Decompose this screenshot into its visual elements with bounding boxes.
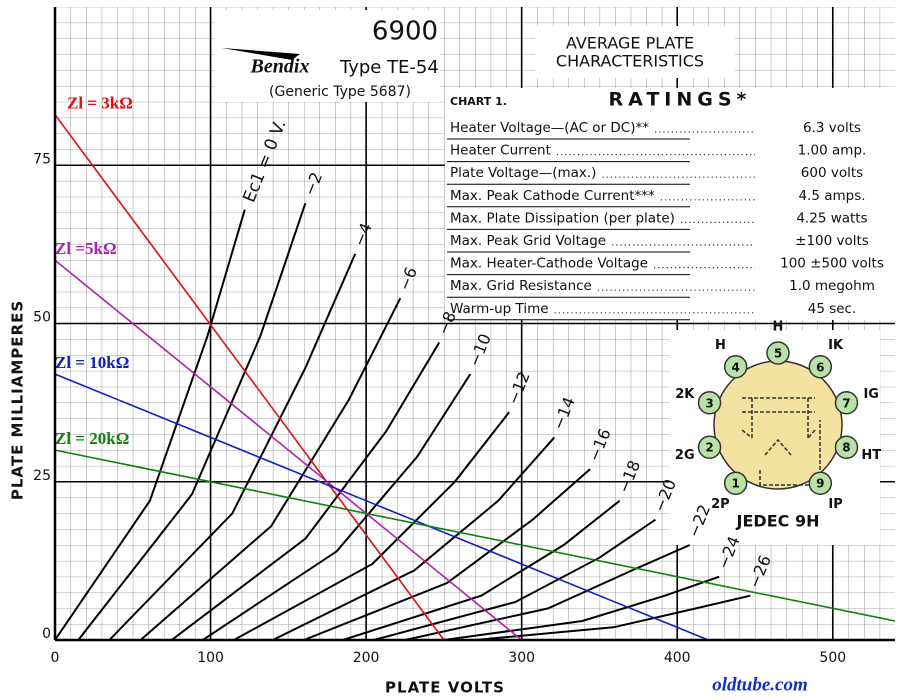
pin-label: 2P (711, 497, 730, 512)
rating-label: Max. Plate Dissipation (per plate) (450, 210, 675, 226)
grid-curve (54, 209, 246, 641)
grid-curve (171, 341, 441, 641)
brand-logo: Bendix (250, 56, 310, 78)
pin-number: 6 (816, 360, 824, 374)
pin (834, 391, 859, 415)
tube-number: 6900 (372, 17, 438, 47)
type-label: Type TE-54 (339, 57, 439, 78)
pin-number: 3 (705, 396, 713, 410)
y-tick-label: 0 (42, 626, 51, 642)
pin-label: 2G (675, 448, 695, 463)
pin (723, 355, 748, 379)
pin-label: HT (861, 448, 881, 463)
rating-label: Max. Heater-Cathode Voltage (450, 256, 648, 272)
grid-curve (342, 499, 621, 641)
pin-number: 2 (705, 441, 713, 455)
pin-label: IP (828, 497, 842, 512)
pin-label: 2K (675, 387, 695, 402)
rating-value: 6.3 volts (803, 120, 861, 136)
pin (723, 471, 748, 495)
rating-value: 4.5 amps. (798, 188, 865, 204)
ratings-title: RATINGS* (608, 89, 751, 111)
rating-label: Plate Voltage—(max.) (450, 165, 596, 181)
load-line-label: Zl = 20kΩ (55, 429, 129, 448)
x-tick-label: 200 (353, 650, 380, 666)
rating-label: Max. Peak Cathode Current*** (450, 188, 655, 204)
pin-number: 9 (816, 477, 824, 491)
ratings-table: Heater Voltage—(AC or DC)** 6.3 volts Heat… (447, 120, 884, 321)
pin-label: IG (863, 387, 879, 402)
chart-number: CHART 1. (450, 95, 507, 108)
pin (697, 435, 722, 459)
x-tick-label: 100 (197, 650, 224, 666)
grid-curve (202, 373, 472, 641)
header-panel (215, 10, 440, 102)
generic-type: (Generic Type 5687) (269, 84, 411, 100)
rating-value: 45 sec. (808, 301, 857, 317)
rating-value: ±100 volts (795, 233, 869, 249)
pin (697, 391, 722, 415)
pin-number: 8 (842, 441, 850, 455)
y-tick-label: 25 (33, 468, 51, 484)
logo-swoosh (222, 48, 300, 60)
y-axis-title: PLATE MILLIAMPERES (9, 300, 27, 500)
grid-curve (373, 518, 656, 641)
pin-number: 1 (731, 477, 739, 491)
rating-value: 1.0 megohm (789, 278, 875, 294)
rating-label: Heater Current (450, 143, 551, 159)
grid-curve (77, 202, 307, 641)
load-line-label: Zl = 3kΩ (67, 94, 133, 113)
pin-number: 5 (774, 347, 782, 361)
pin-label: H (715, 338, 726, 353)
rating-value: 4.25 watts (796, 210, 867, 226)
grid-curve (404, 544, 691, 641)
pin (808, 355, 833, 379)
title-panel (535, 26, 735, 78)
rating-value: 100 ±500 volts (780, 256, 884, 272)
x-tick-label: 300 (508, 650, 535, 666)
pin (834, 435, 859, 459)
rating-value: 1.00 amp. (798, 143, 867, 159)
y-tick-label: 50 (33, 310, 51, 326)
pin (766, 341, 790, 365)
pin (808, 471, 833, 495)
load-line (54, 259, 523, 641)
x-tick-label: 400 (664, 650, 691, 666)
watermark: oldtube.com (712, 674, 808, 695)
x-axis-title: PLATE VOLTS (385, 679, 505, 697)
pin-label: IK (828, 338, 844, 353)
load-line (54, 114, 445, 641)
chart-title: CHARACTERISTICS (556, 52, 704, 71)
ratings-panel (445, 88, 895, 320)
pin-number: 7 (842, 396, 850, 410)
load-line-label: Zl = 10kΩ (55, 353, 129, 372)
grid-curve (108, 253, 357, 641)
grid-curve (272, 436, 556, 641)
tube-schematic (741, 397, 821, 486)
chart-title: AVERAGE PLATE (566, 34, 694, 53)
base-name: JEDEC 9H (736, 512, 820, 531)
load-line (54, 373, 709, 641)
y-tick-label: 75 (33, 151, 51, 167)
load-line (54, 449, 896, 622)
grid-curve (443, 575, 720, 641)
rating-label: Heater Voltage—(AC or DC)** (450, 120, 649, 136)
rating-value: 600 volts (801, 165, 863, 181)
rating-label: Max. Peak Grid Voltage (450, 233, 606, 249)
tube-envelope (713, 360, 843, 490)
rating-label: Max. Grid Resistance (450, 278, 592, 294)
x-tick-label: 0 (51, 650, 60, 666)
x-tick-label: 500 (819, 650, 846, 666)
grid-curve (139, 297, 402, 641)
pin-label: H (773, 320, 784, 335)
rating-label: Warm-up Time (450, 301, 549, 317)
pin-number: 4 (731, 360, 739, 374)
load-line-label: Zl =5kΩ (55, 239, 117, 258)
